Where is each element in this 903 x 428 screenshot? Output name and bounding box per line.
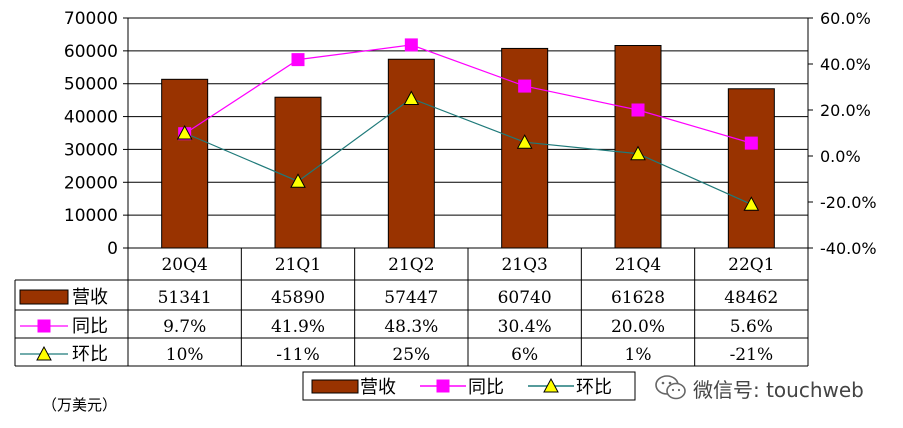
revenue-bar xyxy=(387,58,435,249)
yoy-marker xyxy=(404,38,418,52)
right-axis-ticks: 60.0% 40.0% 20.0% 0.0% -20.0% -40.0% xyxy=(808,9,877,258)
right-tick-label: 60.0% xyxy=(820,9,871,28)
legend-key-marker xyxy=(543,377,559,393)
x-tick-label: 21Q1 xyxy=(275,255,321,275)
x-tick-label: 20Q4 xyxy=(161,255,207,275)
table-cell: 5.6% xyxy=(730,317,773,337)
qoq-marker xyxy=(743,196,760,211)
table-cell: 48462 xyxy=(724,288,778,308)
table-key-marker xyxy=(36,345,52,361)
right-tick-label: 0.0% xyxy=(820,147,861,166)
table-cell: 61628 xyxy=(611,288,665,308)
table-cell: -21% xyxy=(730,345,774,365)
yoy-line xyxy=(184,44,752,144)
x-tick-label: 21Q3 xyxy=(501,255,547,275)
unit-label: （万美元） xyxy=(42,396,117,414)
legend: 营收 同比 环比 xyxy=(302,371,636,401)
left-axis-ticks: 70000 60000 50000 40000 30000 20000 10000 0 xyxy=(64,9,128,259)
right-tick-label: -20.0% xyxy=(820,193,877,212)
qoq-marker xyxy=(290,173,306,188)
qoq-marker xyxy=(176,124,193,140)
qoq-line xyxy=(184,97,752,205)
table-cell: 10% xyxy=(166,345,204,365)
revenue-bar xyxy=(161,78,209,249)
left-tick-label: 10000 xyxy=(64,206,118,226)
qoq-marker xyxy=(403,90,420,105)
axes xyxy=(127,18,809,249)
right-tick-label: 40.0% xyxy=(820,55,871,74)
legend-label: 同比 xyxy=(468,377,504,398)
table-cell: 57447 xyxy=(384,288,438,308)
legend-label: 营收 xyxy=(360,377,396,398)
right-tick-label: -40.0% xyxy=(820,239,877,258)
legend-key-marker xyxy=(436,379,450,393)
table-cell: 45890 xyxy=(271,288,325,308)
left-tick-label: 30000 xyxy=(64,140,118,160)
data-table: 20Q4 21Q1 21Q2 21Q3 21Q4 22Q1 营收 51341 45890 5744… xyxy=(14,247,809,367)
yoy-marker xyxy=(291,53,305,67)
x-tick-label: 21Q4 xyxy=(615,255,661,275)
left-tick-label: 60000 xyxy=(64,42,118,62)
table-cell: 41.9% xyxy=(271,317,325,337)
left-tick-label: 70000 xyxy=(64,9,118,29)
yoy-marker xyxy=(631,103,645,117)
table-cell: 60740 xyxy=(498,288,552,308)
legend-key-bar xyxy=(311,379,359,394)
watermark: 微信号: touchweb xyxy=(655,370,900,406)
table-row-header: 营收 xyxy=(72,287,108,308)
right-tick-label: 20.0% xyxy=(820,101,871,120)
table-key-bar xyxy=(19,289,69,305)
wechat-icon xyxy=(655,375,686,400)
x-tick-label: 22Q1 xyxy=(728,255,774,275)
legend-label: 环比 xyxy=(576,377,612,398)
table-cell: 30.4% xyxy=(498,317,552,337)
left-tick-label: 0 xyxy=(107,239,118,259)
table-row-header: 环比 xyxy=(72,344,108,365)
yoy-marker xyxy=(744,136,758,150)
line-series xyxy=(176,38,760,211)
left-tick-label: 20000 xyxy=(64,173,118,193)
table-cell: 6% xyxy=(511,345,538,365)
left-tick-label: 50000 xyxy=(64,75,118,95)
table-cell: 1% xyxy=(625,345,652,365)
watermark-text: 微信号: touchweb xyxy=(693,377,864,402)
table-row-header: 同比 xyxy=(72,316,108,337)
table-cell: 51341 xyxy=(158,288,212,308)
revenue-bar xyxy=(727,88,775,249)
qoq-marker xyxy=(630,145,646,161)
table-key-marker xyxy=(37,319,51,333)
grid-lines xyxy=(128,17,808,216)
table-cell: 9.7% xyxy=(163,317,206,337)
table-cell: 48.3% xyxy=(384,317,438,337)
yoy-marker xyxy=(518,79,532,93)
table-cell: -11% xyxy=(276,345,320,365)
qoq-marker xyxy=(516,134,533,149)
revenue-bar xyxy=(274,96,322,249)
table-cell: 25% xyxy=(392,345,430,365)
bar-series xyxy=(161,45,775,249)
table-cell: 20.0% xyxy=(611,317,665,337)
x-tick-label: 21Q2 xyxy=(388,255,434,275)
left-tick-label: 40000 xyxy=(64,108,118,128)
